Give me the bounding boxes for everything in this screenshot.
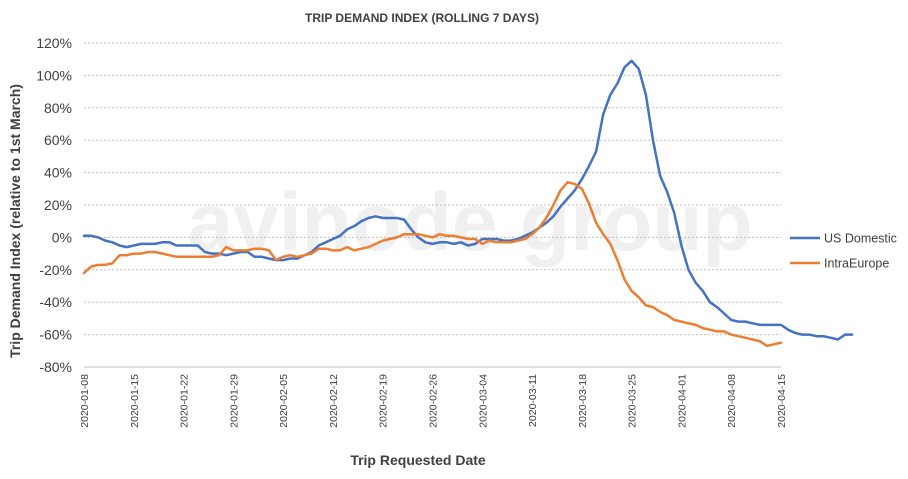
x-tick-label: 2020-03-04 [477,374,489,428]
x-tick-label: 2020-01-29 [228,374,240,428]
x-tick-label: 2020-04-15 [776,374,788,428]
y-tick-label: 20% [44,197,72,213]
x-tick-label: 2020-02-26 [428,374,440,428]
y-tick-label: 80% [44,100,72,116]
y-tick-label: 0% [52,229,72,245]
x-tick-label: 2020-03-11 [527,374,539,427]
x-tick-label: 2020-01-08 [79,374,91,428]
x-tick-label: 2020-01-15 [129,374,141,428]
y-tick-label: 60% [44,132,72,148]
x-tick-label: 2020-03-25 [627,374,639,428]
x-tick-label: 2020-04-08 [726,374,738,428]
x-tick-label: 2020-02-05 [278,374,290,428]
watermark-text: avinode group [188,177,753,268]
y-tick-label: 100% [36,67,72,83]
x-axis-tick-labels: 2020-01-08 2020-01-15 2020-01-22 2020-01-29… [79,374,788,428]
x-tick-label: 2020-02-19 [378,374,390,428]
x-axis-title: Trip Requested Date [350,452,486,468]
series-line-intraeurope [82,181,783,348]
series-lines [82,59,854,348]
watermark-logo: avinode group [188,177,753,268]
y-tick-label: -80% [39,359,72,375]
gridlines [84,42,781,368]
y-tick-label: -60% [39,327,72,343]
x-tick-label: 2020-03-18 [577,374,589,428]
y-tick-label: 120% [36,35,72,51]
y-tick-label: 40% [44,165,72,181]
legend-label: IntraEurope [824,257,889,271]
legend: US Domestic IntraEurope [790,232,897,271]
x-tick-label: 2020-04-01 [676,374,688,428]
legend-label: US Domestic [824,232,897,246]
series-line-us-domestic [82,59,854,341]
x-tick-label: 2020-01-22 [179,374,191,428]
y-axis-tick-labels: -80% -60% -40% -20% 0% 20% 40% 60% 80% 100% 120% [36,35,72,375]
x-tick-label: 2020-02-12 [328,374,340,428]
y-tick-label: -20% [39,262,72,278]
chart-title: TRIP DEMAND INDEX (ROLLING 7 DAYS) [305,11,539,25]
y-tick-label: -40% [39,294,72,310]
y-axis-title: Trip Demand Index (relative to 1st March… [7,84,23,358]
